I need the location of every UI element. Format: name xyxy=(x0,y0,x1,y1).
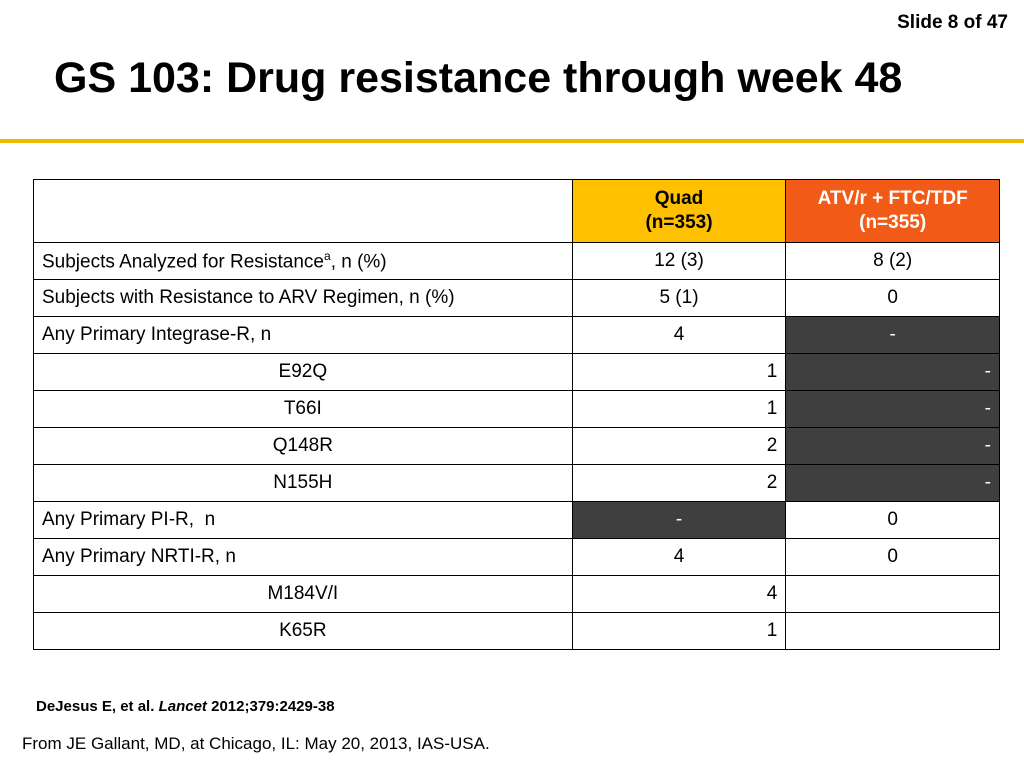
citation: DeJesus E, et al. Lancet 2012;379:2429-3… xyxy=(36,698,335,715)
atv-value-shaded: - xyxy=(785,427,1000,465)
table-row: Any Primary PI-R, n - 0 xyxy=(33,501,1000,539)
quad-value: 2 xyxy=(571,464,787,502)
table-header-row: Quad (n=353) ATV/r + FTC/TDF (n=355) xyxy=(33,179,1000,243)
atv-value-shaded: - xyxy=(785,353,1000,391)
header-atv-n: (n=355) xyxy=(859,212,927,233)
quad-value: 1 xyxy=(571,612,787,650)
table-row: T66I 1 - xyxy=(33,390,1000,428)
atv-value xyxy=(785,575,1000,613)
row-label: Q148R xyxy=(33,427,573,465)
row-label: M184V/I xyxy=(33,575,573,613)
header-quad-name: Quad xyxy=(654,188,704,209)
atv-value: 8 (2) xyxy=(785,242,1000,280)
quad-value: 1 xyxy=(571,353,787,391)
citation-ref: 2012;379:2429-38 xyxy=(211,698,335,715)
quad-value: 4 xyxy=(571,316,787,354)
table-row: Subjects with Resistance to ARV Regimen,… xyxy=(33,279,1000,317)
table-row: Any Primary Integrase-R, n 4 - xyxy=(33,316,1000,354)
quad-value: 4 xyxy=(571,575,787,613)
citation-authors: DeJesus E, et al. xyxy=(36,698,155,715)
row-label: Subjects with Resistance to ARV Regimen,… xyxy=(33,279,573,317)
atv-value-shaded: - xyxy=(785,390,1000,428)
row-label-text: Subjects Analyzed for Resistance xyxy=(42,251,324,273)
atv-value: 0 xyxy=(785,279,1000,317)
quad-value: 4 xyxy=(571,538,787,576)
quad-value: 1 xyxy=(571,390,787,428)
quad-value: 2 xyxy=(571,427,787,465)
row-label: K65R xyxy=(33,612,573,650)
quad-value-shaded: - xyxy=(571,501,787,539)
table-row: E92Q 1 - xyxy=(33,353,1000,391)
atv-value: 0 xyxy=(785,538,1000,576)
row-label-suffix: , n (%) xyxy=(330,251,387,273)
table-row: Subjects Analyzed for Resistancea, n (%)… xyxy=(33,242,1000,280)
row-label: Any Primary Integrase-R, n xyxy=(33,316,573,354)
header-atv: ATV/r + FTC/TDF (n=355) xyxy=(785,179,1000,243)
table-row: Q148R 2 - xyxy=(33,427,1000,465)
row-label: E92Q xyxy=(33,353,573,391)
source-footer: From JE Gallant, MD, at Chicago, IL: May… xyxy=(22,734,490,753)
resistance-table: Quad (n=353) ATV/r + FTC/TDF (n=355) Sub… xyxy=(33,179,1000,650)
slide-title: GS 103: Drug resistance through week 48 xyxy=(54,54,903,102)
header-quad-n: (n=353) xyxy=(645,212,713,233)
header-blank-cell xyxy=(33,179,573,243)
table-row: K65R 1 xyxy=(33,612,1000,650)
title-divider xyxy=(0,139,1024,143)
header-atv-name: ATV/r + FTC/TDF xyxy=(817,188,968,209)
row-label: T66I xyxy=(33,390,573,428)
citation-journal: Lancet xyxy=(158,698,207,715)
footnote-marker: a xyxy=(324,248,331,263)
quad-value: 12 (3) xyxy=(571,242,787,280)
row-label: Any Primary NRTI-R, n xyxy=(33,538,573,576)
row-label: N155H xyxy=(33,464,573,502)
atv-value xyxy=(785,612,1000,650)
row-label: Any Primary PI-R, n xyxy=(33,501,573,539)
table-row: N155H 2 - xyxy=(33,464,1000,502)
atv-value-shaded: - xyxy=(785,316,1000,354)
quad-value: 5 (1) xyxy=(571,279,787,317)
row-label: Subjects Analyzed for Resistancea, n (%) xyxy=(33,242,573,280)
atv-value-shaded: - xyxy=(785,464,1000,502)
atv-value: 0 xyxy=(785,501,1000,539)
header-quad: Quad (n=353) xyxy=(571,179,787,243)
slide-counter: Slide 8 of 47 xyxy=(897,12,1008,33)
table-row: Any Primary NRTI-R, n 4 0 xyxy=(33,538,1000,576)
table-row: M184V/I 4 xyxy=(33,575,1000,613)
